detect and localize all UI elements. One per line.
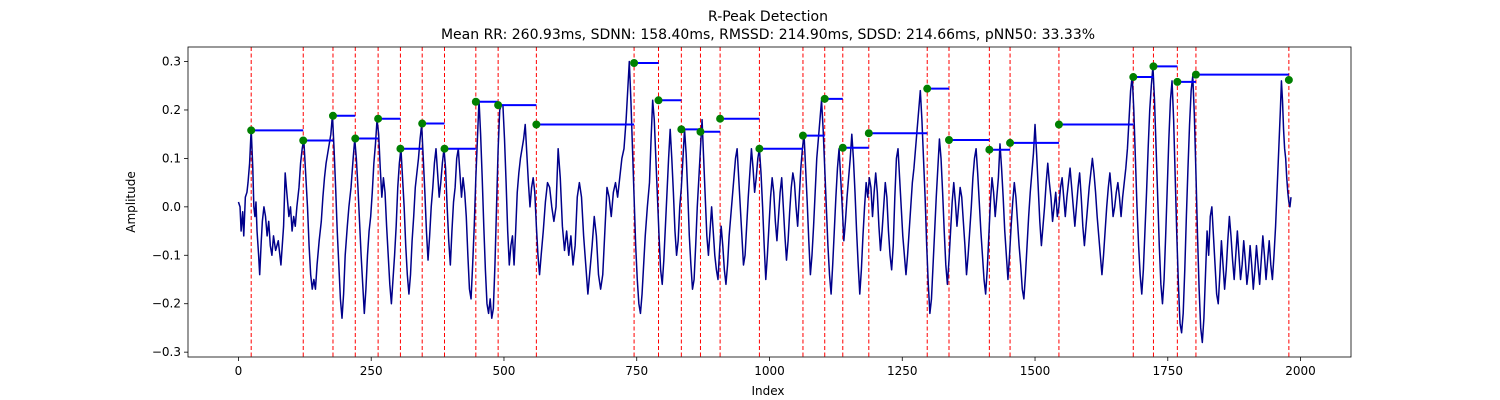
peak-point-13 — [677, 125, 686, 134]
y-tick-label-3: 0.0 — [162, 200, 181, 214]
peak-point-27 — [1149, 62, 1158, 71]
peak-point-1 — [299, 136, 308, 145]
x-tick-label-3: 750 — [625, 364, 648, 378]
peak-point-16 — [755, 144, 764, 153]
y-tick-label-1: −0.2 — [152, 297, 181, 311]
peak-point-4 — [374, 114, 383, 123]
peak-point-29 — [1191, 70, 1200, 79]
peak-point-7 — [440, 144, 449, 153]
y-tick-label-5: 0.2 — [162, 103, 181, 117]
peak-point-14 — [696, 127, 705, 136]
peak-point-23 — [985, 145, 994, 154]
peak-point-10 — [532, 120, 541, 129]
y-tick-label-0: −0.3 — [152, 345, 181, 359]
x-tick-label-1: 250 — [360, 364, 383, 378]
peak-point-15 — [716, 114, 725, 123]
peak-point-18 — [820, 94, 829, 103]
peak-point-19 — [838, 143, 847, 152]
detected-peaks — [247, 58, 1293, 154]
peak-point-22 — [944, 136, 953, 144]
x-axis-ticks: 0 250 500 750 1000 1250 1500 1750 2000 — [235, 357, 1316, 378]
peak-point-9 — [494, 101, 503, 110]
peak-point-26 — [1129, 73, 1138, 82]
y-tick-label-6: 0.3 — [162, 55, 181, 69]
y-tick-label-4: 0.1 — [162, 151, 181, 165]
x-tick-label-8: 2000 — [1285, 364, 1316, 378]
x-tick-label-4: 1000 — [754, 364, 785, 378]
peak-point-28 — [1173, 77, 1182, 86]
y-tick-label-2: −0.1 — [152, 248, 181, 262]
peak-point-2 — [328, 111, 337, 120]
signal-group — [237, 60, 1292, 344]
peak-point-24 — [1006, 138, 1015, 147]
peak-point-0 — [247, 126, 256, 135]
peak-point-6 — [418, 119, 427, 128]
peak-point-11 — [630, 58, 639, 67]
x-axis-label: Index — [751, 384, 784, 398]
signal-line — [237, 60, 1292, 344]
x-tick-label-2: 500 — [493, 364, 516, 378]
peak-point-17 — [798, 131, 807, 140]
x-tick-label-0: 0 — [235, 364, 243, 378]
chart-title: R-Peak Detection — [708, 9, 828, 25]
peak-point-5 — [396, 144, 405, 153]
x-tick-label-5: 1250 — [887, 364, 918, 378]
x-tick-label-7: 1750 — [1153, 364, 1184, 378]
peak-point-12 — [654, 96, 663, 105]
x-tick-label-6: 1500 — [1020, 364, 1051, 378]
peak-point-8 — [471, 97, 480, 106]
peak-point-25 — [1054, 120, 1063, 129]
peak-point-30 — [1284, 75, 1293, 84]
peak-point-3 — [351, 134, 360, 143]
y-axis-label: Amplitude — [124, 171, 138, 233]
peak-point-21 — [923, 84, 932, 93]
peak-point-20 — [864, 129, 873, 138]
y-axis-ticks: −0.3 −0.2 −0.1 0.0 0.1 0.2 0.3 — [152, 55, 188, 359]
chart-subtitle: Mean RR: 260.93ms, SDNN: 158.40ms, RMSSD… — [441, 27, 1095, 43]
